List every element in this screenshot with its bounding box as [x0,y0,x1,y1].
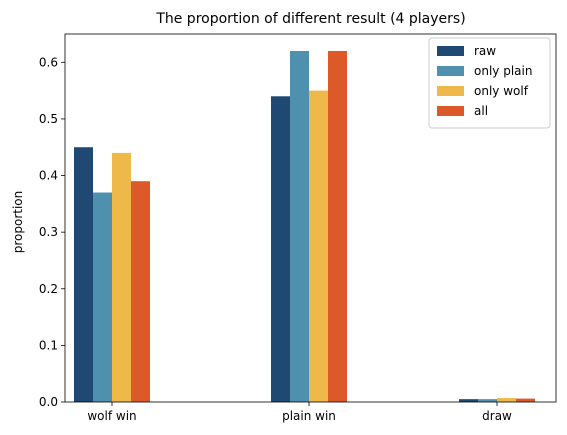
bar-wolf-win-raw [74,147,93,402]
legend-swatch-all [437,106,464,116]
bar-plain-win-all [328,50,347,402]
y-tick-label: 0.3 [39,225,58,239]
y-tick-label: 0.2 [39,282,58,296]
x-tick-label: plain win [282,409,336,423]
legend-swatch-only-wolf [437,86,464,96]
bar-wolf-win-only-plain [93,192,112,402]
chart-title: The proportion of different result (4 pl… [155,11,465,27]
y-tick-label: 0.1 [39,338,58,352]
bar-draw-only-plain [478,399,497,402]
legend-label-only-plain: only plain [474,64,532,78]
x-tick-label: draw [482,409,512,423]
bar-wolf-win-only-wolf [112,152,131,402]
legend-swatch-raw [437,46,464,56]
bar-draw-raw [459,399,478,402]
legend-label-all: all [474,104,488,118]
legend-swatch-only-plain [437,66,464,76]
legend: raw only plain only wolf all [428,37,551,129]
y-tick-label: 0.4 [39,169,58,183]
y-tick-label: 0.6 [39,55,58,69]
bar-draw-all [516,398,535,402]
bar-plain-win-only-plain [290,50,309,402]
y-tick-label: 0.0 [39,395,58,409]
bar-draw-only-wolf [497,398,516,402]
y-axis-label: proportion [11,191,25,254]
legend-label-raw: raw [474,44,496,58]
plot-area: wolf win plain win draw 0.0 0.1 0.2 0.3 0.4 0.5 0… [39,33,557,423]
x-tick-label: wolf win [87,409,136,423]
y-tick-label: 0.5 [39,112,58,126]
legend-box [428,37,551,129]
bar-wolf-win-all [131,181,150,402]
bar-plain-win-raw [271,96,290,403]
plot-frame [64,33,557,403]
legend-label-only-wolf: only wolf [474,84,529,98]
bar-plain-win-only-wolf [309,90,328,402]
